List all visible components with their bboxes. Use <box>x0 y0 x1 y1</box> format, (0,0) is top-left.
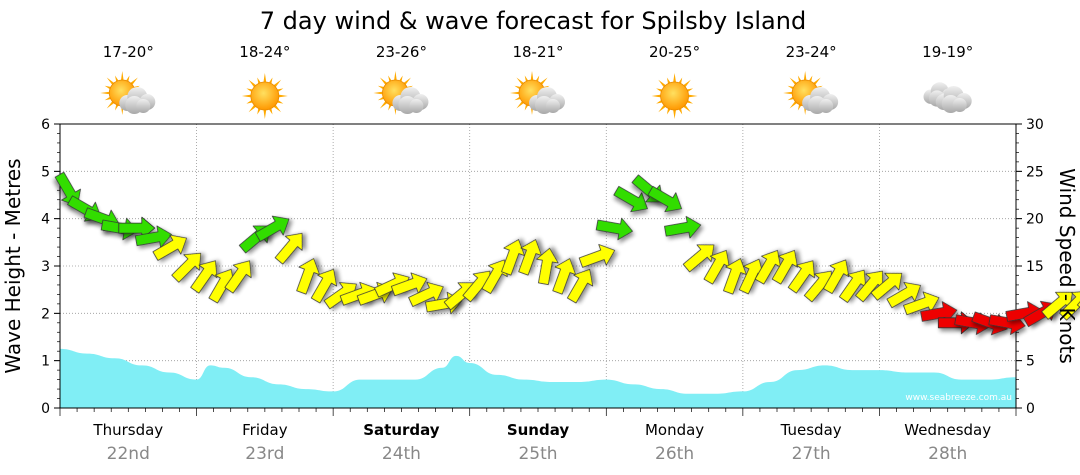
y-axis-label-right: Wind Speed - Knots <box>1055 168 1079 364</box>
day-label: Sunday <box>507 421 570 439</box>
temperature-label: 18-21° <box>512 43 563 61</box>
sun-cloud-icon <box>373 71 429 115</box>
wind-arrow <box>595 217 633 241</box>
sun-icon <box>651 73 698 119</box>
wind-arrow <box>1041 291 1073 320</box>
day-label: Friday <box>242 421 288 439</box>
y-tick-left-label: 3 <box>41 259 50 275</box>
date-label: 28th <box>928 444 967 464</box>
wind-arrow <box>682 244 715 273</box>
wind-arrow <box>536 247 559 285</box>
y-tick-left-label: 6 <box>41 117 50 133</box>
day-label: Saturday <box>363 421 440 439</box>
wind-arrow <box>134 225 173 248</box>
sun-icon <box>241 73 288 119</box>
wind-arrow <box>870 272 903 301</box>
y-tick-left-label: 4 <box>41 212 50 228</box>
wind-arrow <box>1059 290 1080 321</box>
wind-arrow <box>903 291 940 316</box>
date-label: 27th <box>792 444 831 464</box>
wind-arrow <box>152 234 187 261</box>
y-tick-left-label: 2 <box>41 306 50 322</box>
sun-cloud-icon <box>510 71 565 115</box>
wind-arrow <box>274 232 303 265</box>
wind-arrow <box>518 239 542 276</box>
date-label: 23rd <box>245 444 284 464</box>
sun-cloud-icon <box>100 71 156 115</box>
wind-arrow <box>855 270 883 303</box>
wind-arrow <box>566 268 594 304</box>
y-tick-left-label: 0 <box>41 401 50 417</box>
wind-arrow <box>552 258 577 295</box>
wind-arrow <box>254 215 290 242</box>
wind-arrow <box>578 244 616 268</box>
y-tick-left-label: 5 <box>41 164 50 180</box>
wind-arrow <box>310 268 338 304</box>
y-tick-right-label: 0 <box>1026 401 1035 417</box>
wind-arrow <box>171 252 202 283</box>
sun-cloud-icon <box>783 71 839 115</box>
temperature-label: 23-24° <box>786 43 837 61</box>
day-label: Monday <box>645 421 704 439</box>
wind-arrow <box>664 215 702 239</box>
wind-arrow <box>823 259 850 294</box>
wind-arrow <box>738 258 764 295</box>
y-tick-right-label: 30 <box>1026 117 1044 133</box>
temperature-label: 18-24° <box>239 43 290 61</box>
wind-arrow <box>296 258 320 295</box>
wind-arrow <box>886 281 921 309</box>
wind-arrow <box>647 185 682 213</box>
day-label: Thursday <box>92 421 163 439</box>
temperature-label: 17-20° <box>103 43 154 61</box>
wind-arrow <box>390 272 428 297</box>
wind-arrow <box>771 250 798 285</box>
temperature-label: 23-26° <box>376 43 427 61</box>
wind-arrow <box>408 281 444 307</box>
date-label: 26th <box>655 444 694 464</box>
day-label: Wednesday <box>904 421 991 439</box>
wind-arrow <box>754 250 781 285</box>
day-label: Tuesday <box>780 421 842 439</box>
date-label: 25th <box>518 444 557 464</box>
wind-arrow <box>190 260 218 294</box>
date-label: 24th <box>382 444 421 464</box>
cloud-icon <box>923 82 972 113</box>
wind-arrow <box>838 269 867 303</box>
wind-arrow <box>703 250 730 285</box>
y-axis-label-left: Wave Height - Metres <box>1 158 25 373</box>
date-label: 22nd <box>107 444 150 464</box>
y-tick-right-label: 15 <box>1026 259 1044 275</box>
chart-title: 7 day wind & wave forecast for Spilsby I… <box>260 7 806 35</box>
wind-arrow <box>224 260 252 294</box>
y-tick-right-label: 20 <box>1026 212 1044 228</box>
y-tick-right-label: 5 <box>1026 354 1035 370</box>
temperature-label: 20-25° <box>649 43 700 61</box>
temperature-label: 19-19° <box>922 43 973 61</box>
y-tick-left-label: 1 <box>41 354 50 370</box>
wave-height-area <box>60 348 1016 408</box>
wind-arrow <box>787 260 815 294</box>
y-tick-right-label: 25 <box>1026 164 1044 180</box>
wind-arrow <box>613 185 648 213</box>
watermark: www.seabreeze.com.au <box>905 393 1012 403</box>
